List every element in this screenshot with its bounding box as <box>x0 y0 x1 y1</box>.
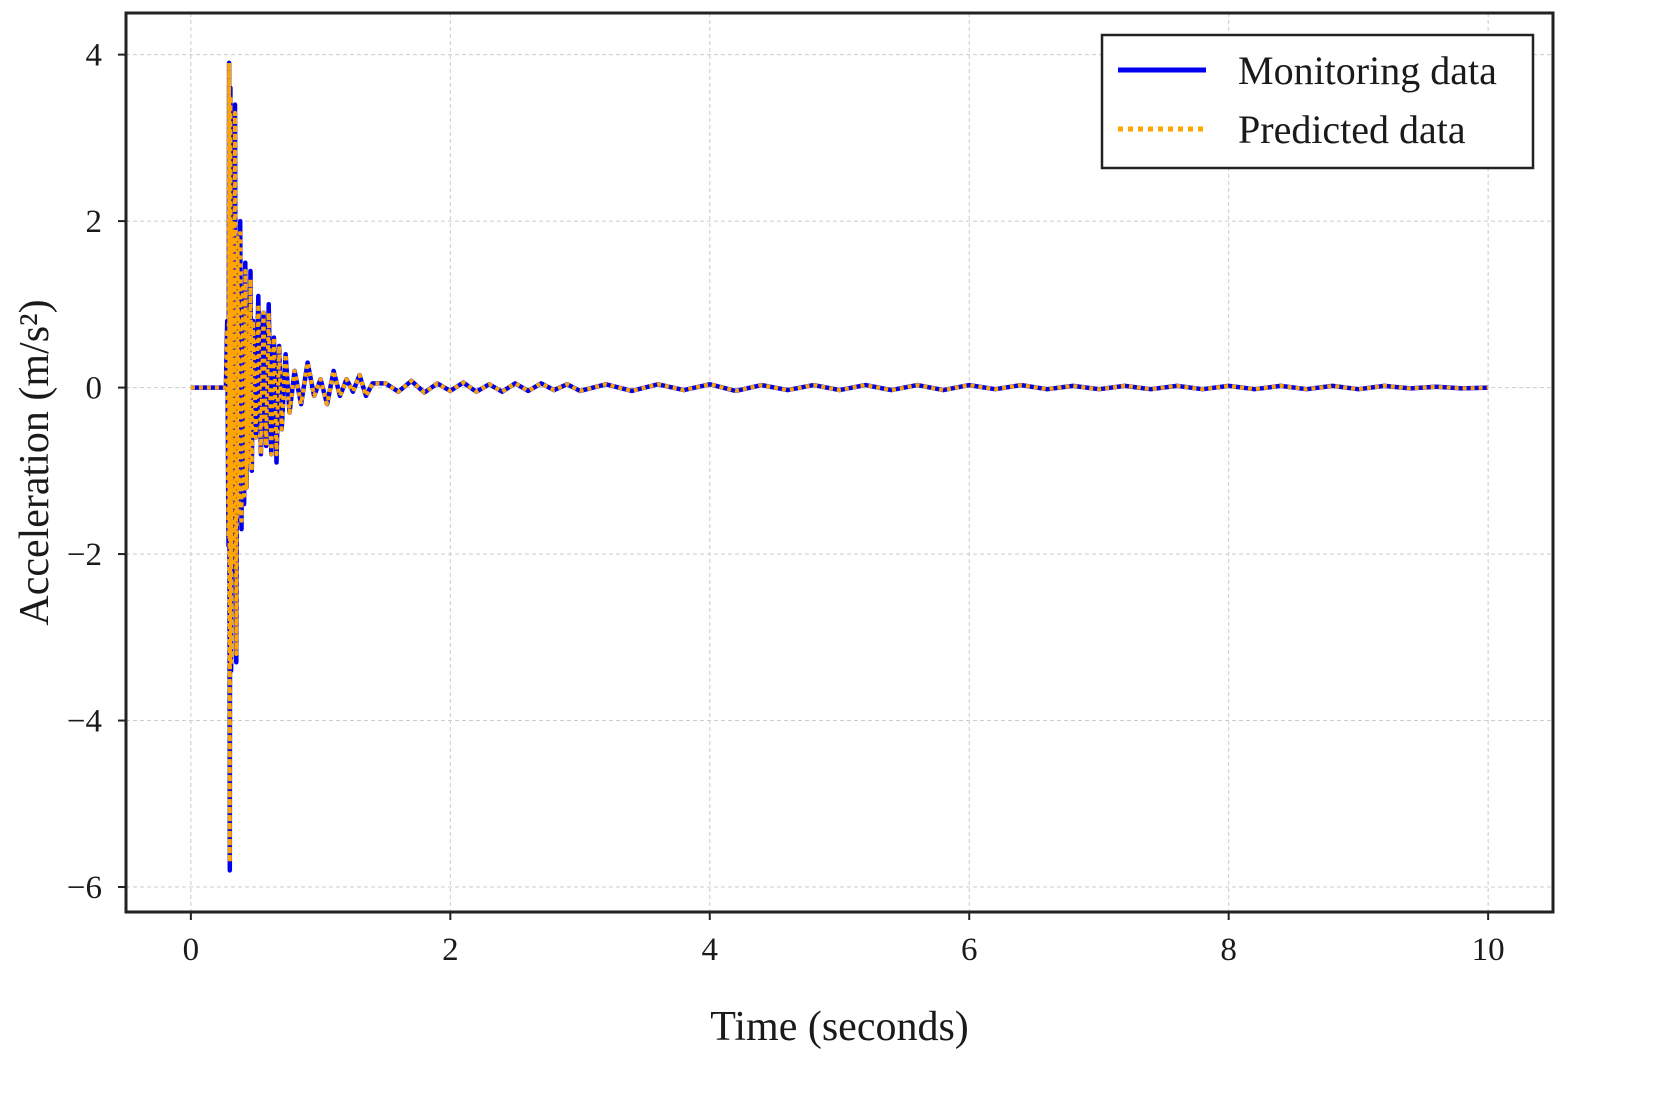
y-tick-label: −6 <box>67 870 102 906</box>
y-tick-label: 0 <box>86 371 103 407</box>
x-axis-title: Time (seconds) <box>710 1004 969 1050</box>
legend: Monitoring data Predicted data <box>1100 33 1535 170</box>
y-tick-label: 4 <box>86 38 103 74</box>
plot-frame <box>124 11 1555 914</box>
x-tick-label: 4 <box>702 932 719 968</box>
series-line-predicted-data <box>190 60 1489 865</box>
series-layer <box>190 60 1489 873</box>
y-axis-title: Acceleration (m/s²) <box>12 299 58 625</box>
legend-label-predicted: Predicted data <box>1238 107 1466 152</box>
x-tick-label: 10 <box>1472 932 1505 968</box>
legend-label-monitoring: Monitoring data <box>1238 48 1497 93</box>
ticks: 0 2 4 6 8 10 4 2 0 −2 −4 −6 <box>67 38 1505 968</box>
x-tick-label: 8 <box>1220 932 1237 968</box>
grid <box>126 13 1553 912</box>
y-tick-label: 2 <box>86 204 103 240</box>
x-tick-label: 6 <box>961 932 978 968</box>
legend-box <box>1100 33 1535 170</box>
y-tick-label: −4 <box>67 704 102 740</box>
x-tick-label: 0 <box>183 932 200 968</box>
y-tick-label: −2 <box>67 537 102 573</box>
x-tick-label: 2 <box>442 932 459 968</box>
